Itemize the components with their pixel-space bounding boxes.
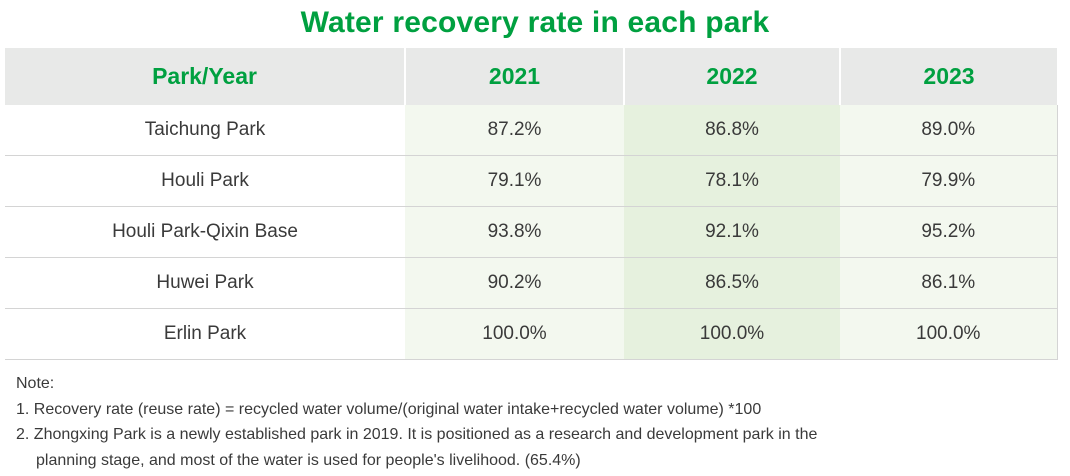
park-name-cell: Houli Park: [5, 155, 405, 207]
value-cell-2022: 78.1%: [624, 155, 840, 207]
value-cell-2023: 95.2%: [840, 206, 1058, 258]
page-title: Water recovery rate in each park: [300, 6, 770, 39]
header-2023: 2023: [839, 48, 1057, 105]
value-cell-2023: 86.1%: [840, 257, 1058, 309]
park-name-cell: Huwei Park: [5, 257, 405, 309]
header-2021: 2021: [404, 48, 624, 105]
notes-section: Note: 1. Recovery rate (reuse rate) = re…: [16, 371, 817, 473]
value-cell-2021: 79.1%: [405, 155, 624, 207]
table-row: Houli Park-Qixin Base 93.8% 92.1% 95.2%: [5, 206, 1058, 258]
water-recovery-table: Park/Year 2021 2022 2023 Taichung Park 8…: [5, 48, 1058, 360]
park-name-cell: Houli Park-Qixin Base: [5, 206, 405, 258]
value-cell-2021: 90.2%: [405, 257, 624, 309]
value-cell-2023: 89.0%: [840, 105, 1058, 156]
header-2022: 2022: [623, 48, 840, 105]
value-cell-2023: 79.9%: [840, 155, 1058, 207]
park-name-cell: Taichung Park: [144, 119, 266, 140]
value-cell-2022: 86.5%: [624, 257, 840, 309]
value-cell-2021: 100.0%: [405, 308, 624, 360]
table-header-row: Park/Year 2021 2022 2023: [5, 48, 1057, 105]
table-row: Houli Park 79.1% 78.1% 79.9%: [5, 155, 1058, 207]
note-2: 2. Zhongxing Park is a newly established…: [16, 426, 818, 443]
note-2-continuation: planning stage, and most of the water is…: [36, 451, 581, 469]
note-1: 1. Recovery rate (reuse rate) = recycled…: [16, 400, 762, 418]
notes-heading: Note:: [16, 375, 55, 392]
table-row: Huwei Park 90.2% 86.5% 86.1%: [5, 257, 1058, 309]
value-cell-2021: 87.2%: [405, 105, 624, 156]
value-cell-2021: 93.8%: [405, 206, 624, 258]
table-row: Erlin Park 100.0% 100.0% 100.0%: [5, 308, 1058, 360]
park-name-cell: Erlin Park: [5, 308, 405, 360]
value-cell-2023: 100.0%: [840, 308, 1058, 360]
value-cell-2022: 92.1%: [624, 206, 840, 258]
header-park-year: Park/Year: [5, 48, 405, 105]
value-cell-2022: 86.8%: [624, 105, 840, 156]
table-row: Taichung Park 87.2% 86.8% 89.0%: [5, 105, 1058, 156]
value-cell-2022: 100.0%: [624, 308, 840, 360]
